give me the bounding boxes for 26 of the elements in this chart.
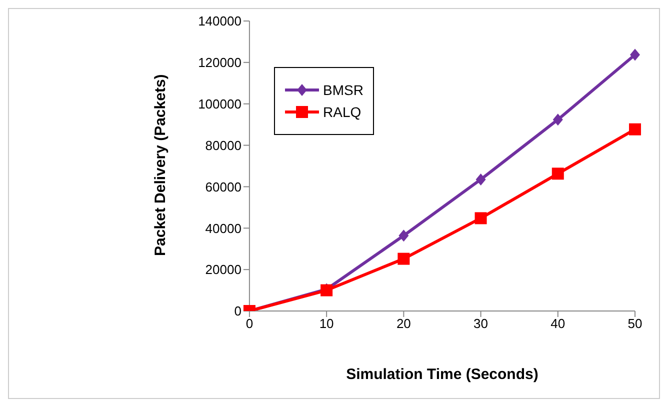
point [629,123,641,136]
point [476,173,486,186]
y-tick-label: 140000 [198,14,242,29]
legend-label: BMSR [323,82,364,98]
x-tick-label: 0 [246,316,254,332]
y-tick-label: 0 [234,304,242,319]
y-tick-label: 40000 [205,220,242,236]
x-tick-label: 40 [550,316,566,332]
x-tick-label: 20 [396,316,411,332]
y-tick-label: 120000 [198,55,242,70]
x-axis-title: Simulation Time (Seconds) [346,366,538,383]
y-axis-title: Packet Delivery (Packets) [152,74,169,256]
y-tick-label: 80000 [205,138,242,153]
x-tick-label: 50 [628,316,642,332]
point [552,114,563,126]
x-tick-label: 30 [474,316,488,332]
point [398,252,410,265]
y-tick-label: 20000 [205,262,242,278]
point [398,230,409,242]
y-tick-label: 60000 [205,179,242,194]
legend-label: RALQ [323,104,362,120]
point [552,168,564,180]
x-tick-label: 10 [319,316,334,332]
point [474,212,487,224]
point [630,48,640,61]
y-tick-label: 100000 [198,96,242,112]
